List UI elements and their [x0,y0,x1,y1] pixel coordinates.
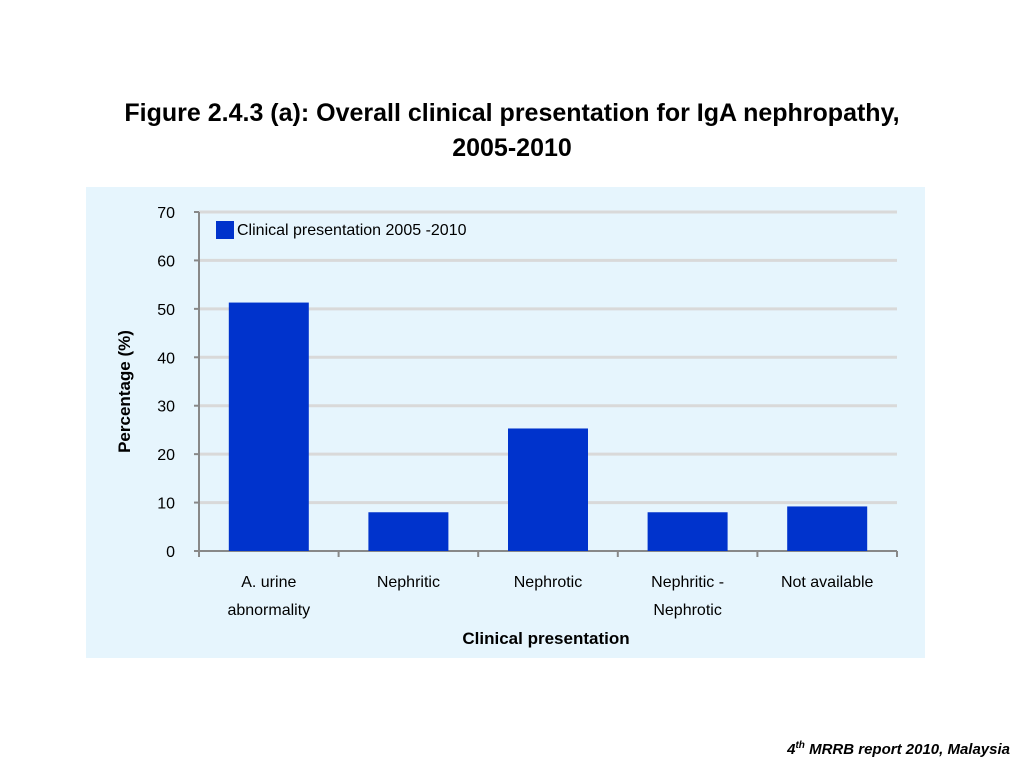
chart-title-line1: Figure 2.4.3 (a): Overall clinical prese… [124,99,900,127]
bar [228,302,309,551]
y-tick-label: 20 [157,447,175,464]
x-tick-label: Nephritic - Nephrotic [651,574,724,619]
footer-superscript: th [795,740,805,751]
legend-label: Clinical presentation 2005 -2010 [237,222,467,239]
y-tick-label: 60 [157,253,175,270]
x-axis-label: Clinical presentation [462,629,629,648]
x-tick-label-line: abnormality [227,602,310,619]
bar [368,512,449,551]
chart-title-line2: 2005-2010 [452,134,572,162]
x-tick-label-line: Not available [781,574,874,591]
x-tick-label-line: Nephritic [377,574,440,591]
y-tick-label: 10 [157,496,175,513]
bar [787,506,868,551]
y-tick-label: 70 [157,205,175,222]
footer-text: MRRB report 2010, Malaysia [804,741,1010,758]
bar-chart: 0 10 20 30 40 50 60 70 A. urine abnormality Nephri… [115,205,898,648]
x-tick-label-line: Nephritic - [651,574,724,591]
y-tick-label: 50 [157,302,175,319]
x-tick-label: Nephritic [377,574,440,591]
source-footer: 4th MRRB report 2010, Malaysia [787,740,1010,758]
chart-panel: 0 10 20 30 40 50 60 70 A. urine abnormality Nephri… [86,187,925,658]
y-tick-label: 30 [157,399,175,416]
bar [508,428,588,551]
x-tick-label: Not available [781,574,874,591]
y-tick-label: 40 [157,350,175,367]
chart-title: Figure 2.4.3 (a): Overall clinical prese… [40,96,984,166]
x-tick-label: Nephrotic [514,574,582,591]
footer-number: 4 [787,741,796,758]
legend-swatch [216,221,234,239]
bar [647,512,728,551]
x-tick-label-line: Nephrotic [653,602,721,619]
x-tick-label-line: A. urine [241,574,296,591]
x-tick-label: A. urine abnormality [227,574,310,619]
x-tick-label-line: Nephrotic [514,574,582,591]
y-tick-label: 0 [166,544,175,561]
y-axis-label: Percentage (%) [115,330,134,453]
